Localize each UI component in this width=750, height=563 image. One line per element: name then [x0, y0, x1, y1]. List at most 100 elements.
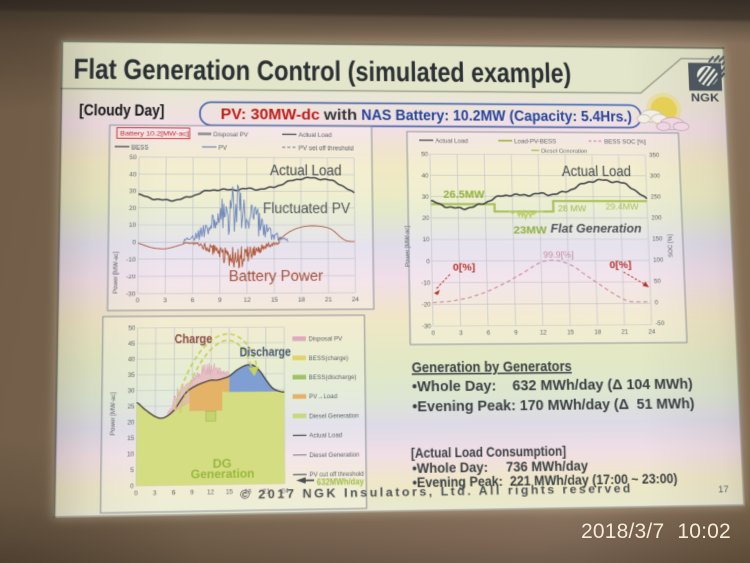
- svg-text:© 2017 NGK Insulators, Ltd.: © 2017 NGK Insulators, Ltd. All rights r…: [240, 481, 630, 502]
- svg-text:21: 21: [325, 297, 333, 304]
- svg-text:12: 12: [207, 490, 215, 496]
- svg-text:10: 10: [129, 222, 137, 229]
- svg-text:0: 0: [136, 298, 140, 305]
- svg-text:0: 0: [426, 258, 430, 265]
- svg-text:•Whole Day: 632 MWh/day (Δ: •Whole Day: 632 MWh/day (Δ 104 MWh): [412, 377, 693, 396]
- svg-text:Discharge: Discharge: [240, 345, 291, 359]
- svg-text:0[%]: 0[%]: [609, 260, 631, 271]
- svg-text:18: 18: [298, 297, 306, 304]
- svg-text:Power [MW-ac]: Power [MW-ac]: [109, 392, 117, 435]
- svg-text:Actual Load: Actual Load: [298, 132, 332, 139]
- svg-text:9: 9: [514, 330, 518, 337]
- svg-text:Actual Load: Actual Load: [562, 164, 632, 180]
- svg-text:Disposal PV: Disposal PV: [213, 132, 249, 139]
- svg-text:Actual Load: Actual Load: [270, 163, 342, 180]
- svg-text:150: 150: [652, 236, 663, 243]
- svg-text:Charge: Charge: [174, 332, 212, 346]
- svg-text:-50: -50: [655, 320, 665, 327]
- svg-text:•Evening Peak: 170 MWh/day (Δ: •Evening Peak: 170 MWh/day (Δ 51 MWh): [412, 396, 695, 415]
- svg-text:-30: -30: [126, 291, 136, 298]
- svg-text:0: 0: [132, 239, 136, 246]
- svg-text:BESS(charge): BESS(charge): [309, 356, 349, 362]
- svg-text:-20: -20: [422, 301, 432, 308]
- svg-text:DG: DG: [213, 456, 232, 471]
- svg-text:50: 50: [128, 326, 136, 332]
- svg-text:300: 300: [650, 173, 661, 180]
- svg-text:35: 35: [128, 373, 136, 379]
- svg-text:40: 40: [128, 357, 136, 363]
- svg-text:20: 20: [127, 420, 135, 426]
- svg-text:Battery 10.2[MW-ac]: Battery 10.2[MW-ac]: [120, 131, 189, 138]
- svg-text:BESS SOC [%]: BESS SOC [%]: [604, 139, 646, 146]
- svg-text:5: 5: [130, 468, 134, 474]
- svg-text:-10: -10: [126, 256, 136, 263]
- svg-text:Generation: Generation: [191, 466, 255, 481]
- svg-text:-10: -10: [421, 280, 431, 287]
- svg-text:40: 40: [421, 173, 429, 180]
- svg-text:50: 50: [130, 154, 138, 161]
- svg-text:21: 21: [263, 489, 271, 495]
- svg-text:15: 15: [271, 297, 279, 304]
- svg-text:26.5MW: 26.5MW: [443, 189, 485, 201]
- svg-text:10: 10: [127, 452, 135, 458]
- svg-text:30: 30: [422, 194, 430, 201]
- svg-text:18: 18: [244, 489, 252, 495]
- svg-text:PV: 30MW-dc: PV: 30MW-dc: [221, 107, 320, 124]
- svg-text:BESS(discharge): BESS(discharge): [309, 375, 357, 381]
- svg-text:Actual Load: Actual Load: [435, 138, 468, 145]
- svg-text:632MWh/day: 632MWh/day: [317, 476, 365, 488]
- svg-text:Generation by Generators: Generation by Generators: [412, 358, 572, 376]
- svg-text:Disposal PV: Disposal PV: [308, 337, 342, 343]
- svg-text:28 MW: 28 MW: [558, 204, 587, 214]
- svg-text:0: 0: [134, 491, 138, 497]
- svg-text:3: 3: [163, 297, 167, 304]
- svg-text:99.9[%]: 99.9[%]: [543, 250, 574, 260]
- svg-text:17: 17: [718, 484, 729, 495]
- svg-text:Battery Power: Battery Power: [229, 268, 324, 285]
- svg-text:Diesel Generation: Diesel Generation: [309, 413, 359, 420]
- svg-text:•Evening Peak: 221 MWh/day (1: •Evening Peak: 221 MWh/day (17:00 ~ 23:0…: [412, 471, 677, 490]
- svg-text:Load-PV-BESS: Load-PV-BESS: [514, 138, 556, 145]
- svg-text:9: 9: [218, 297, 222, 304]
- svg-text:Diesel Generation: Diesel Generation: [309, 452, 359, 459]
- svg-text:30: 30: [128, 389, 136, 395]
- svg-text:BESS: BESS: [131, 144, 148, 151]
- svg-text:50: 50: [421, 151, 429, 158]
- svg-text:0: 0: [431, 330, 435, 337]
- svg-text:Flat Generation: Flat Generation: [550, 222, 642, 235]
- svg-text:-20: -20: [126, 274, 136, 281]
- svg-text:21: 21: [621, 329, 629, 336]
- svg-text:[Actual Load Consumption]: [Actual Load Consumption]: [411, 444, 567, 461]
- svg-text:15: 15: [567, 329, 575, 336]
- svg-text:Flat Generation Control (simul: Flat Generation Control (simulated examp…: [73, 54, 571, 90]
- svg-text:12: 12: [540, 329, 548, 336]
- svg-text:•Whole Day: 736 MWh/day: •Whole Day: 736 MWh/day: [412, 458, 589, 476]
- svg-text:45: 45: [128, 342, 136, 348]
- svg-text:Diesel Generation: Diesel Generation: [541, 149, 587, 155]
- svg-text:350: 350: [649, 152, 660, 159]
- svg-text:SOC [%]: SOC [%]: [667, 234, 675, 257]
- svg-text:24: 24: [281, 489, 289, 495]
- svg-text:[Cloudy Day]: [Cloudy Day]: [79, 101, 164, 120]
- svg-text:18: 18: [594, 329, 602, 336]
- svg-text:23MW: 23MW: [513, 225, 547, 237]
- svg-text:with: with: [323, 107, 358, 123]
- svg-text:15: 15: [226, 490, 234, 496]
- svg-text:20: 20: [129, 205, 137, 212]
- svg-text:30: 30: [129, 188, 137, 195]
- svg-text:50: 50: [654, 278, 662, 285]
- svg-text:PV→Load: PV→Load: [309, 394, 337, 400]
- svg-text:0: 0: [655, 299, 659, 306]
- svg-text:PV set off threshold: PV set off threshold: [299, 145, 355, 152]
- svg-text:3: 3: [153, 491, 157, 497]
- svg-text:9: 9: [190, 490, 194, 496]
- svg-text:40: 40: [129, 171, 137, 178]
- svg-text:20: 20: [422, 215, 430, 222]
- svg-text:Power [MW-ac]: Power [MW-ac]: [404, 226, 412, 267]
- svg-text:12: 12: [244, 297, 252, 304]
- svg-text:3: 3: [459, 330, 463, 337]
- svg-text:Power [MW-ac]: Power [MW-ac]: [112, 251, 120, 293]
- svg-text:0[%]: 0[%]: [453, 263, 476, 274]
- svg-text:250: 250: [651, 194, 662, 201]
- svg-text:Fluctuated PV: Fluctuated PV: [263, 201, 351, 218]
